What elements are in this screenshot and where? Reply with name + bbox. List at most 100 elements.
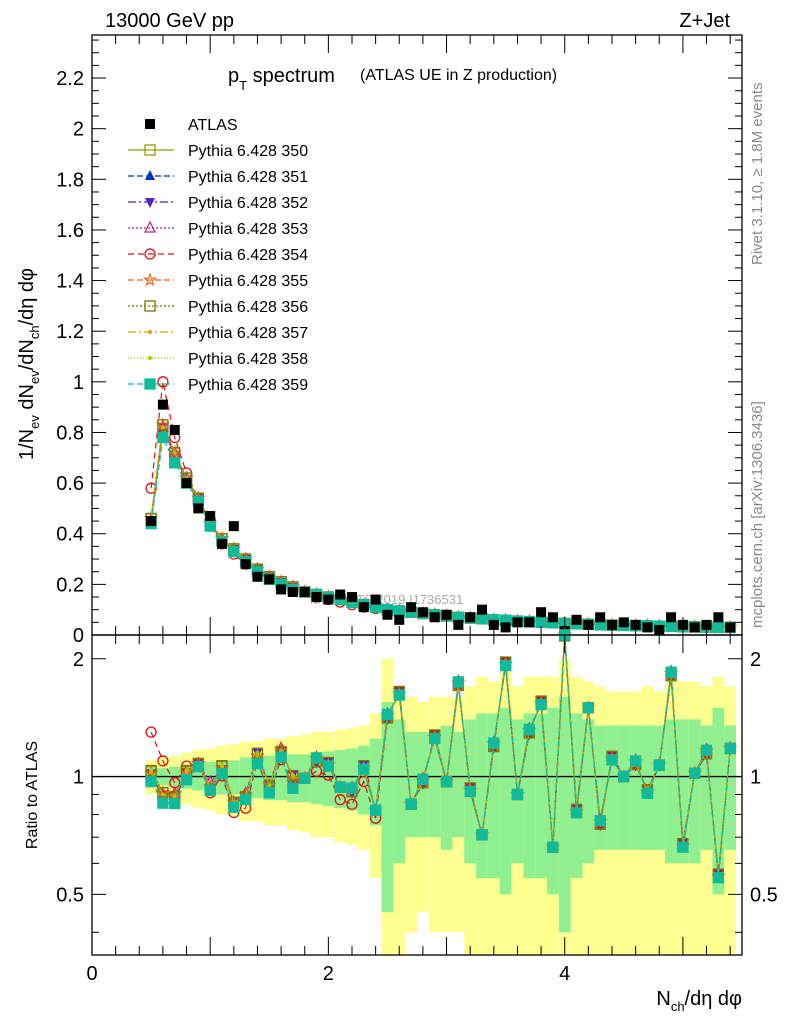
legend-label: Pythia 6.428 351 (188, 169, 308, 186)
uncertainty-band-inner (570, 713, 583, 879)
uncertainty-band-inner (523, 713, 536, 879)
x-tick-label: 2 (323, 963, 334, 985)
ratio-point (157, 755, 169, 767)
legend-label: Pythia 6.428 358 (188, 351, 308, 368)
x-tick-label: 0 (86, 963, 97, 985)
ylabel-sub: ev (27, 370, 42, 384)
ratio-y-tick-label: 2 (750, 649, 761, 671)
legend-label-atlas: ATLAS (188, 117, 238, 134)
y-tick-label: 2 (73, 119, 84, 141)
uncertainty-band-inner (381, 702, 394, 913)
atlas-data-point (547, 612, 558, 623)
ratio-point (346, 798, 358, 810)
atlas-data-point (287, 586, 298, 597)
uncertainty-band-inner (334, 749, 347, 809)
ratio-point (184, 768, 189, 773)
legend-label: Pythia 6.428 357 (188, 325, 308, 342)
main-ylabel: 1/Nev dNev/dNch/dη dφ (16, 268, 42, 460)
atlas-data-point (382, 609, 393, 620)
main-title: pT spectrum (228, 65, 335, 93)
ratio-point (334, 794, 346, 806)
ratio-point (369, 804, 382, 816)
atlas-data-point (228, 521, 239, 532)
uncertainty-band-inner (653, 725, 666, 850)
atlas-data-point (441, 609, 452, 620)
ratio-point (287, 782, 299, 794)
series-point (157, 419, 169, 431)
ratio-point (275, 751, 287, 763)
ratio-point (322, 760, 335, 772)
atlas-data-point (607, 619, 617, 630)
uncertainty-band-inner (346, 748, 358, 811)
legend-marker (144, 144, 156, 156)
uncertainty-band-inner (547, 707, 559, 895)
legend-marker (144, 378, 156, 390)
ratio-y-tick-label: 2 (73, 649, 84, 671)
uncertainty-band-inner (665, 719, 677, 864)
ratio-point (712, 872, 725, 884)
uncertainty-band-inner (405, 731, 417, 838)
series-point (204, 520, 216, 532)
atlas-data-point (217, 538, 227, 549)
uncertainty-band-inner (606, 725, 618, 850)
header-right: Z+Jet (679, 10, 730, 32)
series-line (150, 435, 731, 629)
ratio-y-tick-label: 0.5 (750, 884, 778, 906)
ratio-point (145, 776, 157, 788)
atlas-data-point (299, 586, 310, 597)
ratio-point (677, 841, 689, 853)
legend: ATLAS Pythia 6.428 350 Pythia 6.428 351 Pyt… (128, 117, 308, 394)
ratio-point (440, 776, 453, 788)
uncertainty-band-inner (700, 725, 713, 850)
y-tick-label: 0 (73, 625, 84, 647)
atlas-data-point (666, 612, 677, 623)
ratio-point (594, 815, 606, 827)
uncertainty-band-inner (310, 752, 323, 805)
atlas-data-point (157, 399, 168, 410)
main-title-rest: spectrum (247, 65, 335, 87)
ratio-y-tick-label: 0.5 (56, 884, 84, 906)
ratio-point (381, 708, 394, 721)
atlas-data-point (335, 589, 346, 600)
ratio-point (267, 783, 272, 788)
main-title-sub: T (239, 78, 247, 93)
legend-marker (142, 272, 158, 287)
uncertainty-band-inner (629, 725, 642, 850)
ratio-point (488, 737, 500, 749)
atlas-data-point (146, 516, 157, 527)
uncertainty-band-inner (499, 707, 512, 895)
ratio-point (149, 768, 154, 773)
legend-label: Pythia 6.428 353 (188, 221, 308, 238)
y-tick-label: 1 (73, 372, 84, 394)
uncertainty-band-inner (428, 731, 441, 838)
series-point (160, 425, 165, 430)
main-title-p: p (228, 65, 239, 87)
ratio-y-tick-label: 1 (73, 767, 84, 789)
ratio-point (204, 784, 216, 796)
ratio-point (629, 755, 642, 767)
series-point (157, 431, 169, 444)
ratio-point (417, 773, 429, 785)
atlas-data-point (536, 607, 547, 618)
atlas-data-point (689, 622, 700, 633)
header-left: 13000 GeV pp (105, 10, 234, 32)
uncertainty-band-inner (476, 713, 488, 879)
legend-label: Pythia 6.428 352 (188, 195, 308, 212)
ratio-point (290, 773, 295, 778)
uncertainty-band-inner (239, 757, 252, 799)
ratio-point (429, 732, 441, 745)
ratio-y-tick-label: 1 (750, 767, 761, 789)
ratio-point (358, 775, 370, 788)
legend-marker (145, 198, 155, 208)
atlas-data-point (169, 424, 180, 435)
atlas-data-point (488, 619, 499, 630)
ratio-point (239, 793, 252, 806)
y-tick-label: 1.4 (56, 271, 84, 293)
ratio-point (641, 787, 654, 799)
ratio-point (160, 792, 165, 797)
ylabel-sub: ev (27, 415, 42, 429)
ratio-point (499, 659, 512, 672)
series-point (167, 444, 183, 460)
series-point (169, 457, 181, 469)
